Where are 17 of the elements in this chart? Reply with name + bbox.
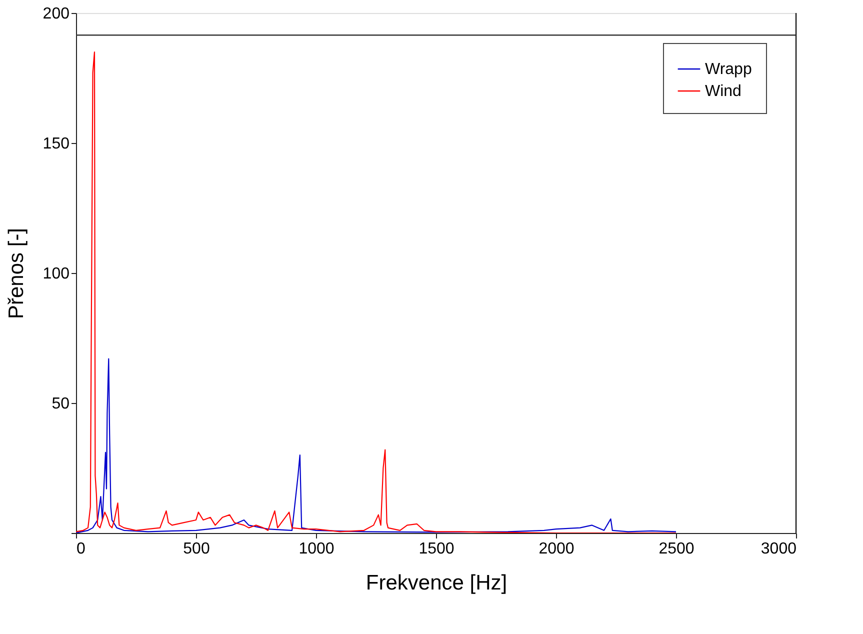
legend-label: Wind: [705, 83, 742, 100]
x-tick-label: 1500: [418, 540, 454, 558]
y-tick-label: 100: [42, 266, 70, 282]
x-axis-title: Frekvence [Hz]: [366, 572, 508, 594]
y-tick-label: 200: [42, 6, 70, 22]
line-series: [76, 358, 677, 533]
legend-label: Wrapp: [705, 61, 752, 78]
x-tick-label: 500: [183, 540, 210, 558]
line-series: [76, 51, 677, 533]
x-tick-label: 0: [76, 540, 86, 558]
y-tick-label: 150: [42, 136, 70, 152]
y-tick-label: 50: [52, 396, 70, 412]
y-axis-title: Přenos [-]: [4, 228, 28, 320]
x-tick-label: 2000: [538, 540, 574, 558]
x-tick-label: 1000: [298, 540, 334, 558]
x-tick-label: 2500: [658, 540, 694, 558]
x-tick-label: 3000: [760, 540, 797, 558]
